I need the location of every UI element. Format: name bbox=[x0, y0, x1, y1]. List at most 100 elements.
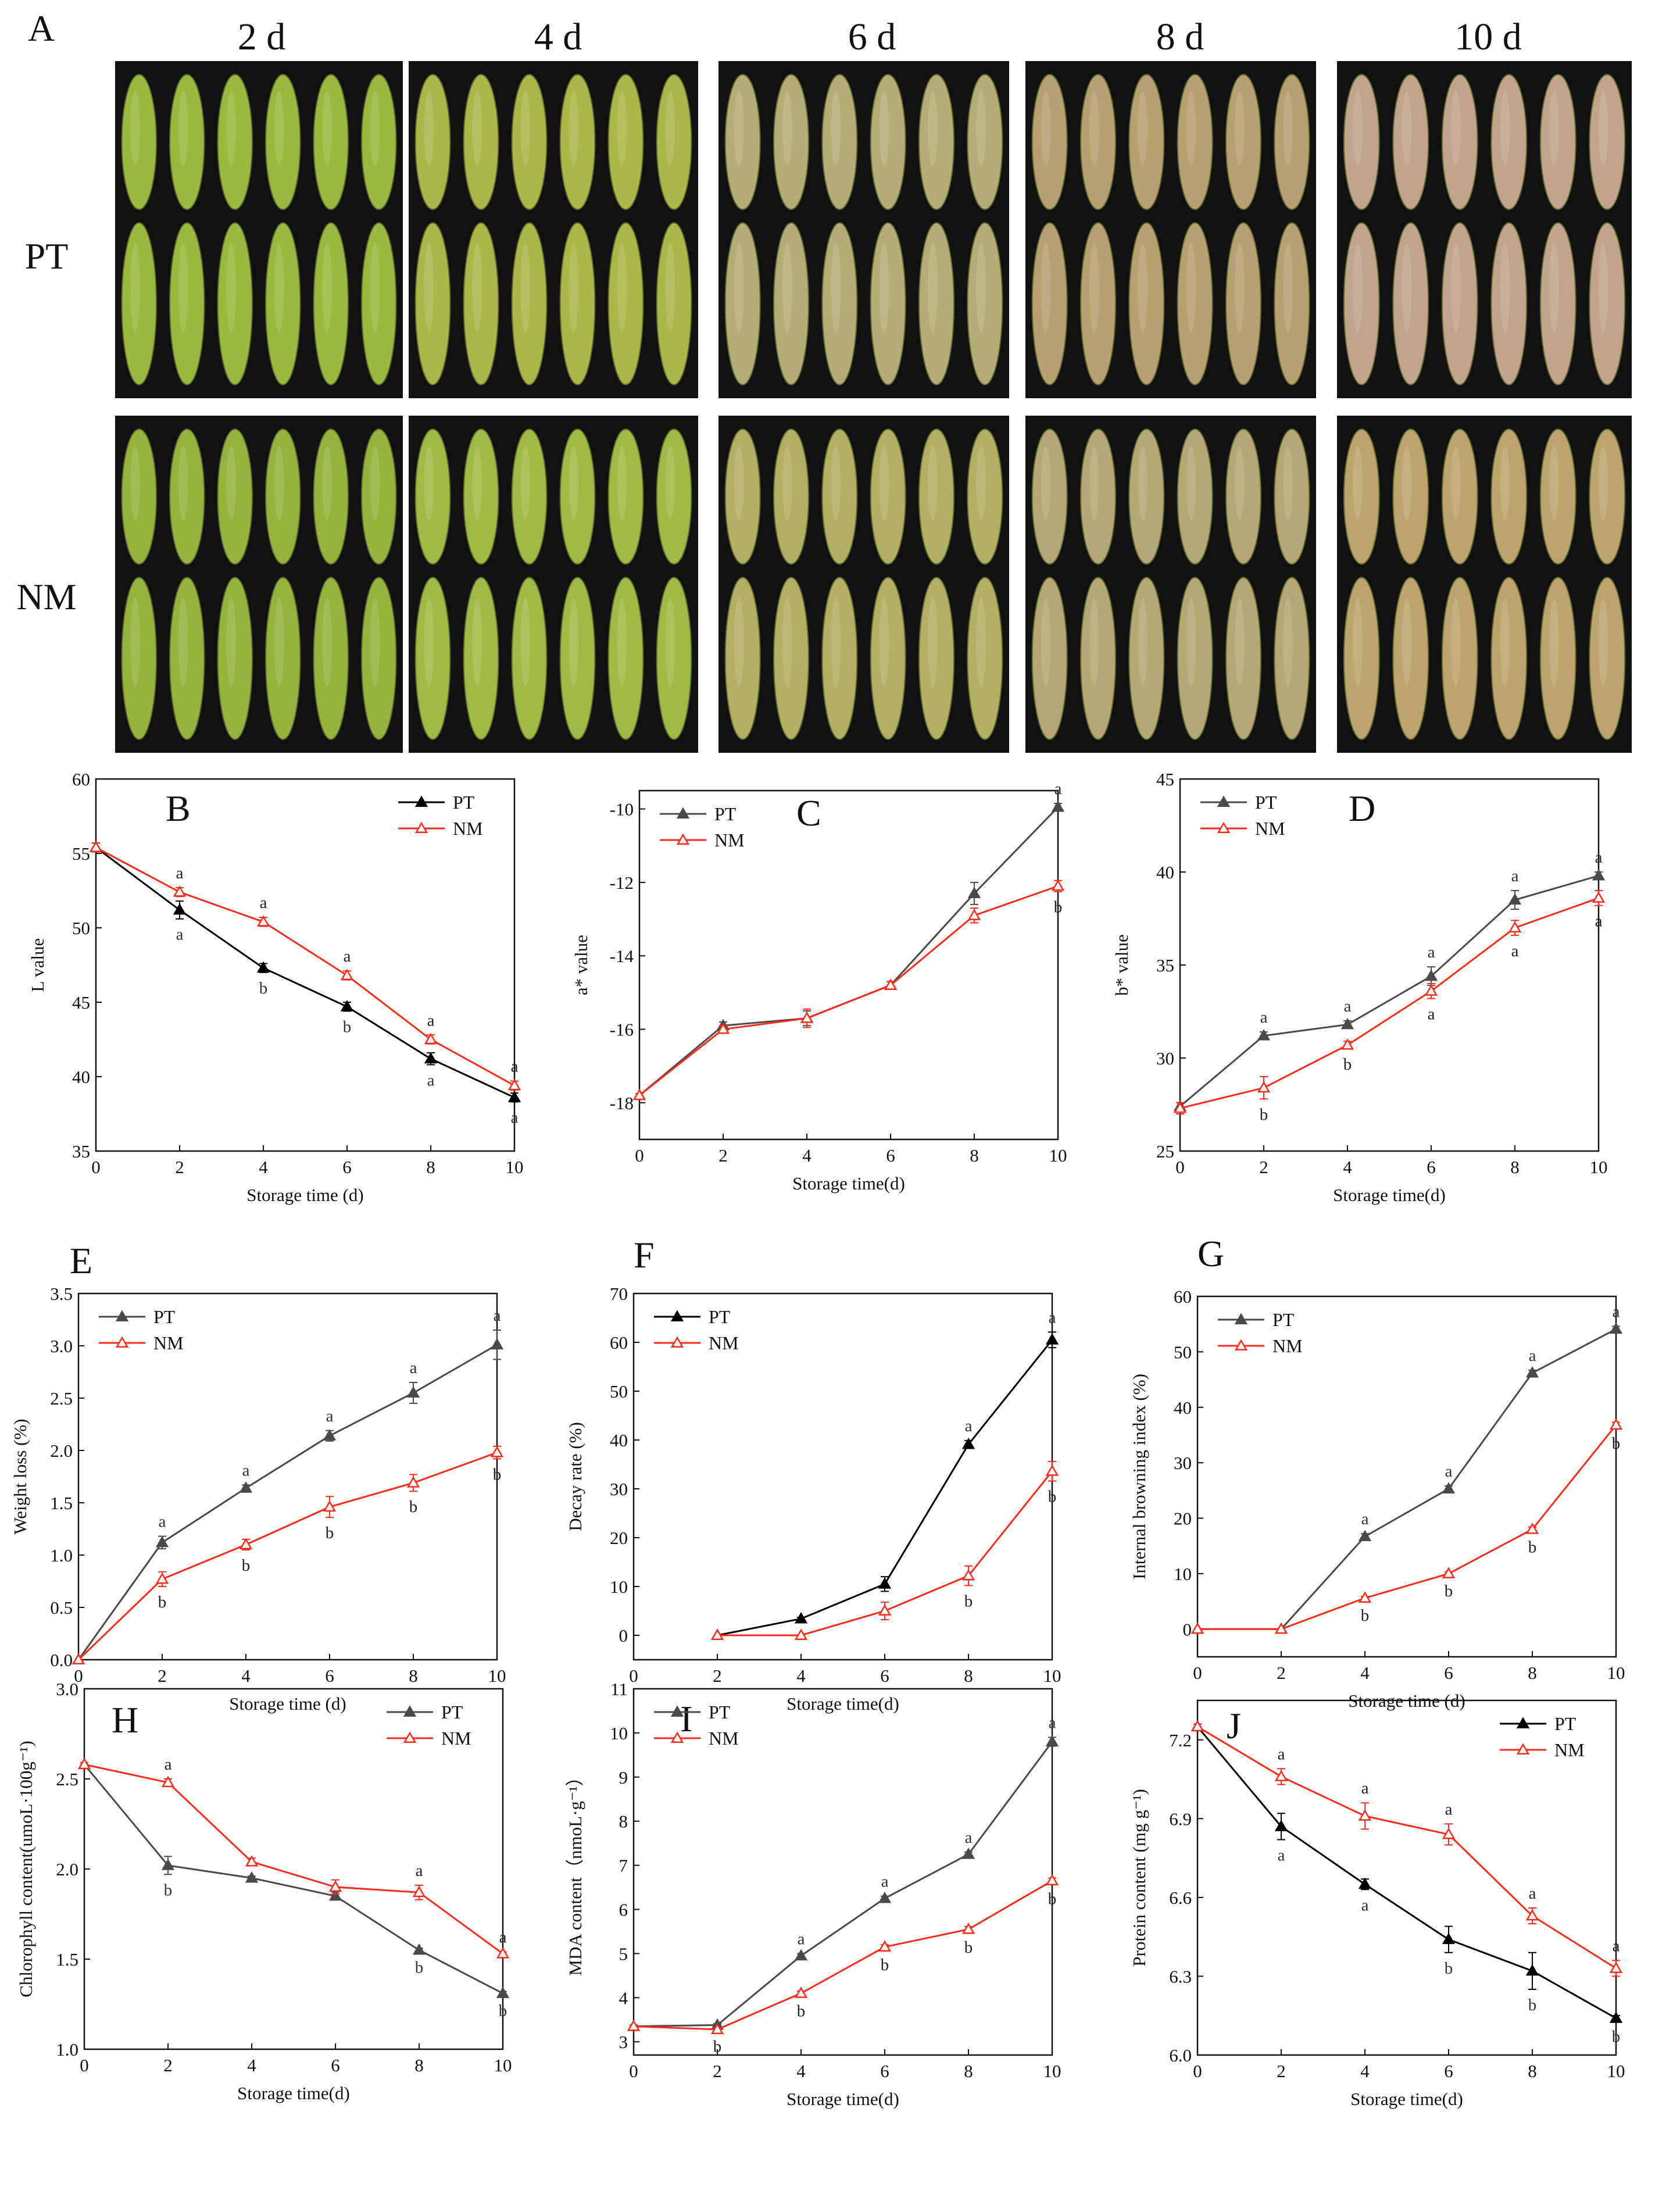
significance-label: b bbox=[158, 1593, 167, 1611]
data-point bbox=[878, 1604, 892, 1616]
soybean-pod bbox=[656, 577, 692, 740]
soybean-pod bbox=[511, 428, 548, 565]
soybean-pod bbox=[414, 74, 451, 210]
soybean-pod bbox=[1177, 577, 1213, 740]
soybean-pod bbox=[1080, 577, 1116, 740]
series-line bbox=[84, 1763, 503, 1954]
soybean-pod bbox=[1080, 428, 1116, 565]
legend-label: NM bbox=[709, 1332, 739, 1353]
y-axis-title: b* value bbox=[1111, 934, 1132, 996]
significance-label: a bbox=[159, 1513, 166, 1531]
data-point bbox=[1592, 869, 1606, 881]
pod-highlight bbox=[1353, 91, 1363, 166]
pod-highlight bbox=[1402, 598, 1412, 687]
data-point bbox=[961, 1438, 975, 1449]
soybean-pod bbox=[1490, 577, 1528, 740]
data-point bbox=[794, 1611, 808, 1624]
y-tick-label: 6 bbox=[619, 1900, 628, 1920]
legend-label: NM bbox=[153, 1332, 184, 1353]
data-point bbox=[424, 1032, 438, 1044]
pod-highlight bbox=[1353, 598, 1363, 687]
soybean-pod bbox=[1080, 222, 1116, 385]
x-tick-label: 4 bbox=[1343, 1157, 1352, 1177]
data-point bbox=[878, 1940, 892, 1952]
legend-label: NM bbox=[1554, 1739, 1585, 1760]
data-point bbox=[670, 1336, 684, 1348]
soybean-pod bbox=[1343, 222, 1380, 385]
plot-frame bbox=[1179, 778, 1600, 1152]
soybean-pod bbox=[1539, 222, 1577, 385]
significance-label: a bbox=[427, 1011, 435, 1030]
data-point bbox=[115, 1336, 129, 1348]
y-tick-label: 2.5 bbox=[50, 1388, 73, 1409]
significance-label: b bbox=[259, 979, 268, 998]
soybean-pod bbox=[1343, 428, 1380, 565]
data-point bbox=[710, 2022, 724, 2034]
significance-label: a bbox=[1278, 1745, 1285, 1763]
data-point bbox=[72, 1653, 85, 1664]
x-tick-label: 6 bbox=[331, 2055, 340, 2075]
significance-label: a bbox=[344, 947, 351, 966]
tile-background bbox=[115, 416, 403, 753]
series-pt: a a a a a bbox=[72, 1306, 504, 1664]
pod-highlight bbox=[665, 243, 675, 333]
significance-label: a bbox=[176, 864, 184, 882]
soybean-pod bbox=[265, 428, 301, 565]
pod-highlight bbox=[1451, 446, 1461, 520]
pod-highlight bbox=[370, 598, 380, 687]
soybean-pod bbox=[967, 74, 1003, 210]
data-point bbox=[323, 1429, 337, 1441]
x-tick-label: 2 bbox=[1277, 1663, 1286, 1683]
pod-highlight bbox=[322, 91, 332, 166]
pod-highlight bbox=[274, 243, 284, 333]
pod-highlight bbox=[1089, 598, 1099, 687]
significance-label: a bbox=[1529, 1346, 1536, 1365]
photo-tile bbox=[718, 61, 1009, 398]
data-point bbox=[155, 1535, 169, 1548]
series-pt: a bbox=[632, 780, 1065, 1100]
soybean-pod bbox=[559, 74, 596, 210]
y-tick-label: 30 bbox=[1174, 1453, 1192, 1473]
data-point bbox=[1051, 800, 1065, 812]
x-axis-title: Storage time(d) bbox=[792, 1173, 905, 1193]
pod-highlight bbox=[1283, 91, 1293, 166]
data-point bbox=[1217, 795, 1231, 807]
day-label: 10 d bbox=[1454, 16, 1522, 58]
pod-highlight bbox=[1549, 446, 1559, 520]
pod-highlight bbox=[1353, 446, 1363, 520]
x-tick-label: 2 bbox=[175, 1157, 184, 1177]
soybean-pod bbox=[1490, 222, 1528, 385]
photo-tile bbox=[1025, 416, 1316, 753]
soybean-pod bbox=[1343, 74, 1380, 210]
data-point bbox=[161, 1859, 175, 1870]
legend-label: NM bbox=[714, 830, 745, 851]
soybean-pod bbox=[361, 74, 397, 210]
pod-highlight bbox=[1235, 243, 1245, 333]
pod-highlight bbox=[1283, 243, 1293, 333]
soybean-pod bbox=[265, 74, 301, 210]
significance-label: a bbox=[511, 1057, 519, 1076]
legend-label: NM bbox=[453, 818, 483, 839]
data-point bbox=[412, 1885, 426, 1897]
data-point bbox=[1442, 1482, 1456, 1493]
series-line bbox=[95, 846, 515, 1087]
pod-highlight bbox=[569, 243, 579, 333]
pod-highlight bbox=[1089, 91, 1099, 166]
x-tick-label: 10 bbox=[1607, 2061, 1625, 2081]
data-point bbox=[1340, 1017, 1354, 1030]
soybean-pod bbox=[511, 577, 548, 740]
y-tick-label: 1.0 bbox=[56, 2039, 78, 2060]
significance-label: a bbox=[416, 1861, 423, 1880]
y-tick-label: 50 bbox=[72, 918, 90, 938]
series-line bbox=[639, 885, 1059, 1096]
pod-highlight bbox=[226, 243, 236, 333]
data-point bbox=[490, 1338, 504, 1350]
soybean-pod bbox=[870, 577, 906, 740]
y-tick-label: 3.5 bbox=[50, 1284, 73, 1304]
series-line bbox=[1179, 897, 1599, 1109]
pod-highlight bbox=[976, 446, 986, 520]
soybean-pod bbox=[414, 577, 451, 740]
pod-highlight bbox=[928, 91, 938, 166]
y-tick-label: 35 bbox=[72, 1141, 90, 1162]
significance-label: b bbox=[415, 1959, 424, 1977]
